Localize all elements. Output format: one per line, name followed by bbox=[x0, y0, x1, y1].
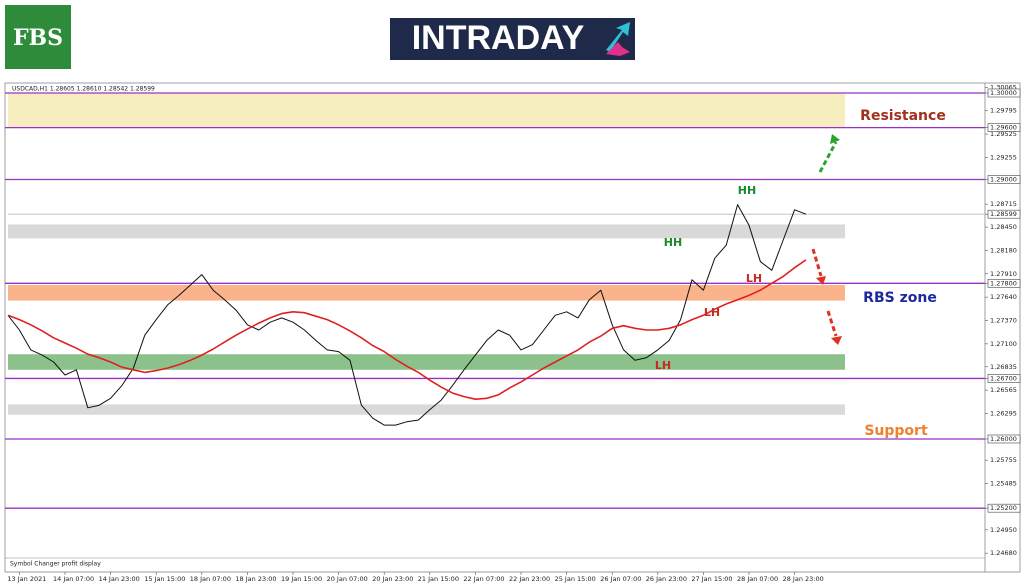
x-tick-label: 15 Jan 15:00 bbox=[144, 575, 185, 583]
x-tick-label: 20 Jan 23:00 bbox=[372, 575, 413, 583]
y-tick-label: 1.27910 bbox=[990, 270, 1017, 278]
x-tick-label: 20 Jan 07:00 bbox=[327, 575, 368, 583]
annotation: HH bbox=[664, 236, 682, 249]
y-tick-box bbox=[987, 209, 1021, 219]
chart-frame bbox=[4, 82, 1021, 573]
zone-label: Resistance bbox=[860, 108, 946, 124]
y-tick-label: 1.27370 bbox=[990, 316, 1017, 324]
y-tick-label: 1.29000 bbox=[990, 175, 1017, 183]
y-tick-box bbox=[987, 434, 1021, 444]
zone-label: RBS zone bbox=[863, 290, 937, 306]
x-tick-label: 13 Jan 2021 bbox=[7, 575, 46, 583]
y-tick-label: 1.29525 bbox=[990, 130, 1017, 138]
zone bbox=[8, 224, 845, 239]
y-tick-label: 1.29795 bbox=[990, 107, 1017, 115]
down-arrow bbox=[811, 248, 823, 277]
up-arrow bbox=[818, 141, 838, 173]
x-tick-label: 28 Jan 23:00 bbox=[783, 575, 824, 583]
x-tick-label: 18 Jan 23:00 bbox=[235, 575, 276, 583]
annotation: LH bbox=[746, 272, 762, 285]
y-tick-label: 1.29255 bbox=[990, 153, 1017, 161]
y-tick-box bbox=[987, 374, 1021, 383]
y-tick-box bbox=[987, 278, 1021, 288]
up-arrow-head bbox=[830, 134, 840, 144]
fbs-logo-box bbox=[5, 5, 71, 69]
y-tick-label: 1.26295 bbox=[990, 409, 1017, 417]
y-tick-label: 1.28450 bbox=[990, 223, 1017, 231]
banner-box bbox=[390, 18, 635, 60]
y-tick-label: 1.26565 bbox=[990, 386, 1017, 394]
y-tick-box bbox=[987, 175, 1021, 184]
symbol-header: USDCAD,H1 1.28605 1.28610 1.28542 1.2859… bbox=[12, 86, 155, 93]
fbs-logo: FBS bbox=[13, 25, 63, 51]
y-tick-label: 1.28599 bbox=[990, 210, 1017, 218]
annotation: LH bbox=[704, 306, 720, 319]
y-tick-label: 1.25200 bbox=[990, 504, 1017, 512]
x-tick-label: 14 Jan 07:00 bbox=[53, 575, 94, 583]
y-tick-label: 1.30000 bbox=[990, 89, 1017, 97]
y-tick-label: 1.26700 bbox=[990, 374, 1017, 382]
zone bbox=[8, 285, 845, 301]
x-tick-label: 21 Jan 15:00 bbox=[418, 575, 459, 583]
x-tick-label: 22 Jan 23:00 bbox=[509, 575, 550, 583]
y-tick-label: 1.27640 bbox=[990, 293, 1017, 301]
price-line bbox=[7, 204, 807, 426]
x-tick-label: 14 Jan 23:00 bbox=[99, 575, 140, 583]
y-tick-box bbox=[987, 123, 1021, 132]
annotation: LH bbox=[655, 359, 671, 372]
ma-line bbox=[7, 259, 807, 400]
y-tick-box bbox=[987, 88, 1021, 98]
zone bbox=[8, 354, 845, 370]
x-tick-label: 25 Jan 15:00 bbox=[555, 575, 596, 583]
y-tick-label: 1.24950 bbox=[990, 526, 1017, 534]
y-tick-label: 1.26000 bbox=[990, 435, 1017, 443]
banner: INTRADAY bbox=[412, 19, 585, 57]
y-tick-label: 1.29600 bbox=[990, 124, 1017, 132]
y-tick-label: 1.27800 bbox=[990, 279, 1017, 287]
zone bbox=[8, 92, 845, 128]
x-tick-label: 26 Jan 23:00 bbox=[646, 575, 687, 583]
y-tick-label: 1.27100 bbox=[990, 340, 1017, 348]
annotation: HH bbox=[738, 184, 756, 197]
x-tick-label: 19 Jan 15:00 bbox=[281, 575, 322, 583]
y-tick-box bbox=[987, 503, 1021, 513]
x-tick-label: 26 Jan 07:00 bbox=[600, 575, 641, 583]
banner-arrow-up bbox=[606, 22, 630, 52]
y-tick-label: 1.24680 bbox=[990, 549, 1017, 557]
footer-text: Symbol Changer profit display bbox=[10, 561, 101, 568]
y-tick-label: 1.25755 bbox=[990, 456, 1017, 464]
banner-arrow-down bbox=[606, 42, 630, 56]
down-arrow bbox=[826, 310, 838, 337]
x-tick-label: 28 Jan 07:00 bbox=[737, 575, 778, 583]
down-arrow-head bbox=[816, 276, 826, 285]
zone-label: Support bbox=[864, 423, 928, 439]
y-tick-label: 1.26835 bbox=[990, 363, 1017, 371]
x-tick-label: 18 Jan 07:00 bbox=[190, 575, 231, 583]
y-tick-label: 1.28180 bbox=[990, 246, 1017, 254]
x-tick-label: 27 Jan 15:00 bbox=[691, 575, 732, 583]
zone bbox=[8, 404, 845, 415]
y-tick-label: 1.30065 bbox=[990, 83, 1017, 91]
y-tick-label: 1.28715 bbox=[990, 200, 1017, 208]
down-arrow-head bbox=[831, 336, 842, 345]
y-tick-label: 1.25485 bbox=[990, 480, 1017, 488]
x-tick-label: 22 Jan 07:00 bbox=[463, 575, 504, 583]
